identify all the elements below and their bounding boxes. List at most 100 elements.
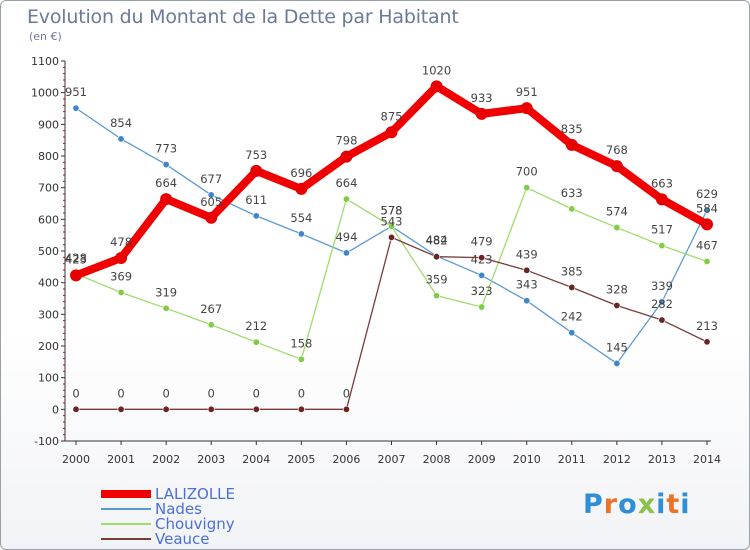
data-point-chouvigny xyxy=(252,338,260,346)
data-label-veauce: 0 xyxy=(162,386,169,400)
data-point-nades xyxy=(252,212,260,220)
y-tick-label: 0 xyxy=(52,403,59,416)
data-point-chouvigny xyxy=(342,195,350,203)
x-tick-label: 2001 xyxy=(107,453,135,466)
data-label-nades: 339 xyxy=(651,279,673,293)
data-label-chouvigny: 319 xyxy=(155,285,177,299)
x-tick-label: 2002 xyxy=(152,453,180,466)
x-tick-label: 2006 xyxy=(332,453,360,466)
data-label-lalizolle: 423 xyxy=(65,252,87,266)
data-point-nades xyxy=(613,359,621,367)
data-point-lalizolle xyxy=(205,211,218,224)
legend-item-chouvigny: Chouvigny xyxy=(101,515,235,533)
legend-label: LALIZOLLE xyxy=(155,485,236,503)
data-label-veauce: 213 xyxy=(696,319,718,333)
data-point-lalizolle xyxy=(520,102,533,115)
data-label-nades: 854 xyxy=(110,116,132,130)
data-point-chouvigny xyxy=(568,205,576,213)
legend-label: Chouvigny xyxy=(155,515,235,533)
y-tick-label: 300 xyxy=(38,308,59,321)
y-tick-label: 1000 xyxy=(31,87,59,100)
data-label-veauce: 328 xyxy=(606,282,628,296)
data-label-veauce: 0 xyxy=(72,386,79,400)
x-tick-label: 2010 xyxy=(513,453,541,466)
x-tick-label: 2003 xyxy=(197,453,225,466)
data-label-veauce: 0 xyxy=(117,386,124,400)
data-label-lalizolle: 753 xyxy=(245,148,267,162)
data-label-chouvigny: 359 xyxy=(426,273,448,287)
x-tick-label: 2011 xyxy=(558,453,586,466)
data-label-veauce: 479 xyxy=(471,235,493,249)
data-label-veauce: 385 xyxy=(561,264,583,278)
data-label-chouvigny: 578 xyxy=(381,203,403,217)
data-point-lalizolle xyxy=(340,150,353,163)
data-point-veauce xyxy=(117,405,125,413)
x-tick-label: 2013 xyxy=(648,453,676,466)
logo-letter: P xyxy=(583,489,604,520)
data-label-nades: 145 xyxy=(606,340,628,354)
x-tick-label: 2012 xyxy=(603,453,631,466)
data-label-nades: 951 xyxy=(65,85,87,99)
data-label-chouvigny: 664 xyxy=(335,176,357,190)
data-label-lalizolle: 951 xyxy=(516,85,538,99)
data-point-nades xyxy=(297,230,305,238)
data-label-veauce: 439 xyxy=(516,247,538,261)
data-point-nades xyxy=(568,329,576,337)
data-point-veauce xyxy=(703,338,711,346)
data-label-lalizolle: 768 xyxy=(606,143,628,157)
data-point-veauce xyxy=(568,283,576,291)
data-label-veauce: 0 xyxy=(208,386,215,400)
series-line-veauce xyxy=(75,236,708,410)
x-tick-label: 2008 xyxy=(423,453,451,466)
x-tick-label: 2004 xyxy=(242,453,270,466)
logo-letter: x xyxy=(637,489,657,520)
x-tick-label: 2005 xyxy=(287,453,315,466)
data-point-veauce xyxy=(207,405,215,413)
data-label-veauce: 282 xyxy=(651,297,673,311)
data-label-lalizolle: 664 xyxy=(155,176,177,190)
data-label-chouvigny: 369 xyxy=(110,269,132,283)
data-label-nades: 578 xyxy=(381,203,403,217)
data-label-veauce: 543 xyxy=(381,214,403,228)
data-label-chouvigny: 574 xyxy=(606,205,628,219)
data-label-chouvigny: 323 xyxy=(471,284,493,298)
legend-swatch xyxy=(101,490,151,498)
data-label-lalizolle: 1020 xyxy=(422,63,451,77)
logo-letter: i xyxy=(680,489,691,520)
data-point-nades xyxy=(703,206,711,214)
data-point-nades xyxy=(117,135,125,143)
data-point-nades xyxy=(162,161,170,169)
data-point-veauce xyxy=(297,405,305,413)
logo-letter: o xyxy=(618,489,638,520)
y-tick-label: 500 xyxy=(38,245,59,258)
data-label-lalizolle: 696 xyxy=(290,166,312,180)
data-label-nades: 677 xyxy=(200,172,222,186)
data-point-lalizolle xyxy=(430,80,443,93)
data-point-nades xyxy=(523,297,531,305)
data-point-chouvigny xyxy=(478,303,486,311)
data-point-lalizolle xyxy=(295,182,308,195)
y-tick-label: -100 xyxy=(34,435,59,448)
legend-label: Veauce xyxy=(155,530,210,548)
data-point-lalizolle xyxy=(250,164,263,177)
data-point-veauce xyxy=(387,233,395,241)
data-point-lalizolle xyxy=(385,126,398,139)
data-point-veauce xyxy=(342,405,350,413)
data-point-lalizolle xyxy=(610,160,623,173)
data-label-chouvigny: 428 xyxy=(65,251,87,265)
data-point-nades xyxy=(72,104,80,112)
data-label-nades: 611 xyxy=(245,193,267,207)
logo-letter: i xyxy=(656,489,667,520)
data-point-chouvigny xyxy=(523,184,531,192)
data-label-lalizolle: 835 xyxy=(561,122,583,136)
data-point-lalizolle xyxy=(160,193,173,206)
data-point-lalizolle xyxy=(70,269,82,282)
data-point-nades xyxy=(658,298,666,306)
data-label-lalizolle: 584 xyxy=(696,201,718,215)
chart-subtitle: (en €) xyxy=(29,30,62,43)
data-label-veauce: 0 xyxy=(253,386,260,400)
data-point-veauce xyxy=(523,266,531,274)
y-tick-label: 200 xyxy=(38,340,59,353)
logo-letter: r xyxy=(603,489,619,520)
